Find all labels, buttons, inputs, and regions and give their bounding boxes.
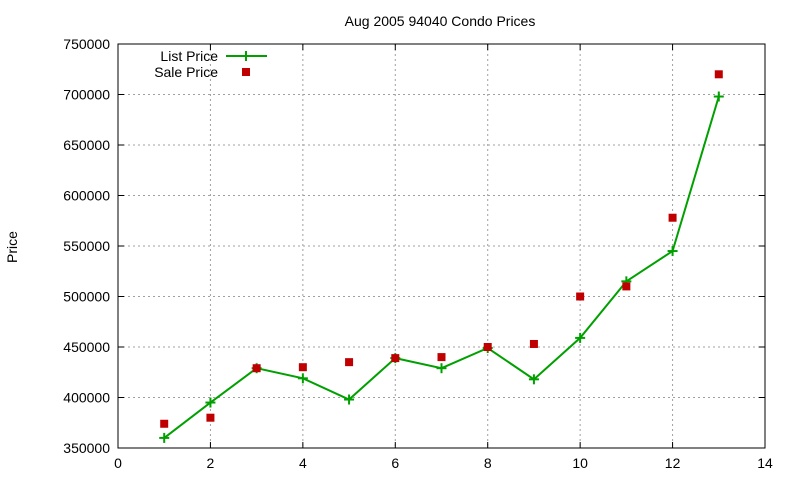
data-point (528, 374, 539, 385)
y-tick-label: 450000 (63, 339, 110, 355)
data-point (437, 353, 446, 362)
legend-swatch-marker (242, 68, 250, 76)
data-point (529, 339, 538, 348)
legend-entry: List Price (160, 48, 267, 64)
legend-label: List Price (160, 48, 218, 64)
data-point (297, 373, 308, 384)
data-point (668, 213, 677, 222)
y-tick-label: 400000 (63, 390, 110, 406)
legend-entry: Sale Price (154, 64, 250, 80)
data-point (575, 332, 586, 343)
chart-title: Aug 2005 94040 Condo Prices (345, 13, 536, 29)
data-point (436, 363, 447, 374)
data-point (483, 343, 492, 351)
x-tick-label: 12 (665, 455, 681, 471)
data-point (252, 364, 261, 373)
series-list-price (159, 91, 724, 443)
legend-swatch-marker (241, 51, 251, 61)
x-tick-label: 6 (391, 455, 399, 471)
data-point (160, 419, 169, 428)
data-point (667, 246, 678, 257)
series-sale-price (160, 70, 723, 428)
data-point (345, 358, 354, 367)
data-point (391, 354, 400, 363)
x-tick-label: 4 (299, 455, 307, 471)
y-tick-label: 550000 (63, 238, 110, 254)
y-tick-label: 750000 (63, 36, 110, 52)
y-tick-label: 600000 (63, 188, 110, 204)
data-point (298, 363, 307, 372)
data-point (622, 282, 631, 291)
data-point (344, 394, 355, 405)
grid (118, 44, 765, 448)
data-point (713, 91, 724, 102)
data-point (206, 413, 215, 422)
y-tick-label: 700000 (63, 87, 110, 103)
data-point (205, 397, 216, 408)
x-tick-label: 10 (572, 455, 588, 471)
data-point (714, 70, 723, 79)
x-tick-label: 2 (207, 455, 215, 471)
series-line (163, 96, 720, 439)
x-tick-label: 14 (757, 455, 773, 471)
y-tick-label: 500000 (63, 289, 110, 305)
data-point (159, 432, 170, 443)
legend-label: Sale Price (154, 64, 218, 80)
axis-ticks: 350000 400000 450000 500000 550000 600000 6500… (63, 36, 773, 471)
x-tick-label: 8 (484, 455, 492, 471)
series-layer (159, 70, 724, 443)
y-tick-label: 650000 (63, 137, 110, 153)
data-point (576, 292, 585, 301)
y-axis-label: Price (4, 231, 20, 263)
y-tick-label: 350000 (63, 440, 110, 456)
plot-frame (117, 43, 766, 449)
x-tick-label: 0 (114, 455, 122, 471)
